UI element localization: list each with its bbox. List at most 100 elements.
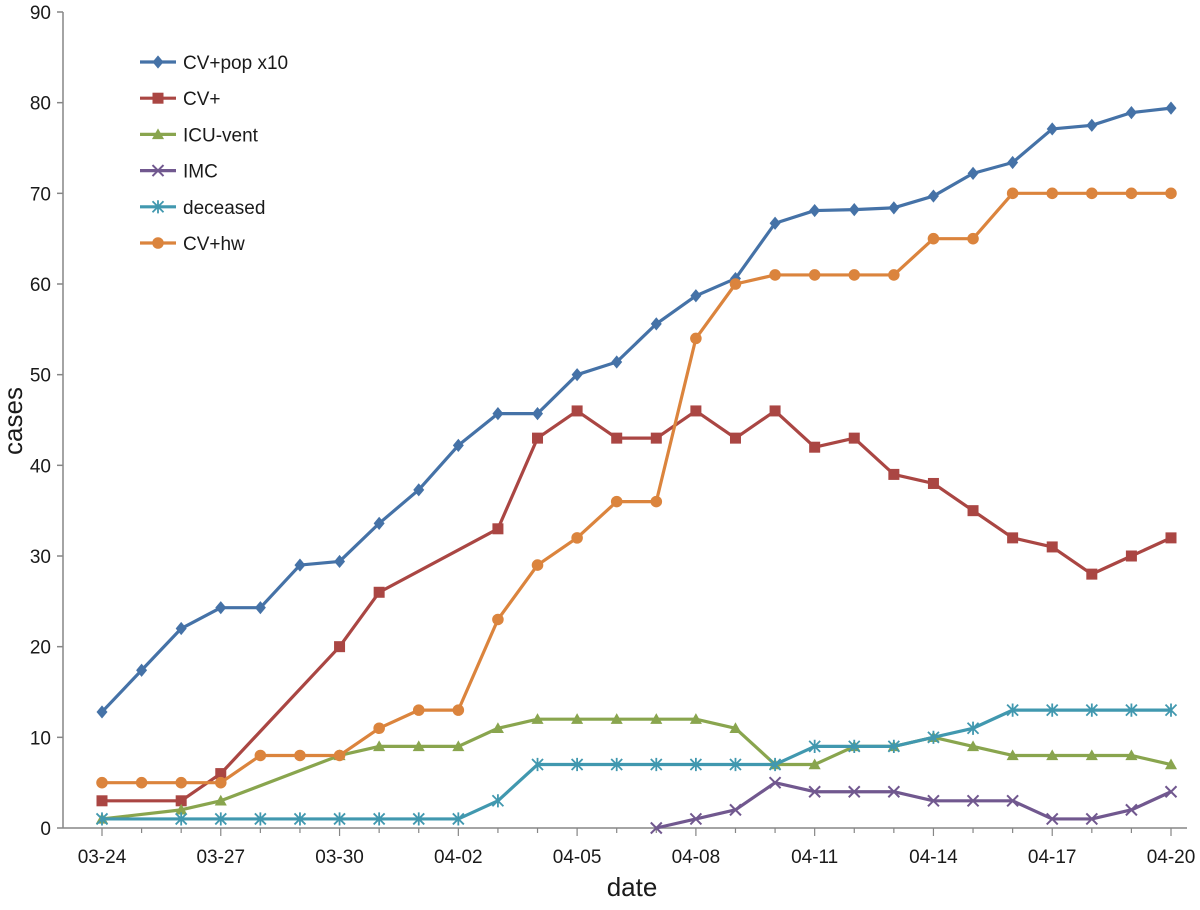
series-line: [100, 106, 1172, 714]
data-point: [769, 269, 781, 281]
legend-entry: CV+: [140, 89, 221, 110]
data-point: [531, 757, 544, 772]
x-tick-label: 04-20: [1147, 847, 1196, 868]
data-point: [610, 495, 623, 508]
x-tick-label: 04-14: [909, 847, 958, 868]
data-point: [96, 776, 108, 789]
data-point: [927, 232, 940, 245]
data-point: [175, 812, 188, 826]
data-point: [254, 749, 267, 762]
y-tick-label: 40: [30, 456, 51, 477]
data-point: [1165, 187, 1177, 200]
data-point: [809, 203, 821, 218]
data-point: [1046, 122, 1058, 136]
y-tick-label: 70: [30, 184, 51, 205]
series-imc: [650, 776, 1178, 835]
data-point: [729, 757, 742, 772]
data-point: [96, 705, 108, 719]
data-point: [927, 730, 940, 744]
data-point: [1046, 541, 1058, 553]
data-point: [175, 795, 187, 807]
legend-label: deceased: [183, 198, 265, 219]
data-point: [491, 794, 505, 808]
data-point: [571, 713, 584, 724]
data-point: [373, 516, 385, 530]
data-point: [848, 739, 861, 753]
data-point: [690, 405, 702, 417]
data-point: [452, 704, 465, 716]
data-point: [650, 317, 662, 331]
data-point: [135, 776, 148, 789]
data-point: [690, 289, 702, 303]
data-point: [152, 92, 164, 104]
data-point: [1125, 703, 1138, 717]
legend-entry: ICU-vent: [140, 125, 259, 146]
data-point: [1006, 749, 1019, 761]
y-tick-label: 90: [30, 3, 51, 24]
data-point: [175, 621, 187, 636]
legend-label: CV+: [183, 89, 221, 110]
data-point: [412, 812, 425, 826]
data-point: [293, 812, 307, 826]
data-point: [848, 203, 860, 217]
data-point: [492, 407, 504, 421]
data-point: [610, 757, 623, 772]
legend-entry: deceased: [140, 198, 265, 219]
data-point: [294, 749, 306, 762]
data-point: [571, 405, 583, 417]
data-point: [214, 812, 227, 826]
data-point: [610, 713, 623, 724]
data-point: [1165, 532, 1177, 544]
data-point: [808, 739, 821, 753]
series-line: [102, 191, 1171, 785]
data-point: [848, 785, 861, 798]
data-point: [888, 468, 900, 480]
data-point: [373, 812, 386, 826]
data-point: [151, 164, 165, 177]
data-point: [215, 768, 227, 780]
data-point: [887, 739, 900, 753]
data-point: [1046, 812, 1059, 826]
data-point: [848, 432, 860, 444]
data-point: [215, 776, 227, 789]
data-point: [175, 776, 187, 789]
data-point: [729, 803, 742, 817]
data-point: [373, 740, 386, 752]
data-point: [650, 821, 663, 835]
x-tick-label: 04-11: [791, 847, 838, 868]
series-line: [655, 781, 1172, 830]
data-point: [927, 189, 939, 203]
data-point: [611, 432, 623, 444]
data-point: [334, 554, 346, 569]
data-point: [214, 794, 227, 806]
series-icu-vent: [95, 713, 1178, 824]
data-point: [413, 483, 425, 497]
data-point: [1125, 749, 1138, 761]
data-point: [768, 757, 782, 772]
data-point: [571, 368, 583, 382]
data-point: [848, 269, 861, 281]
data-point: [531, 713, 544, 724]
data-point: [1046, 187, 1058, 200]
series-cv: [96, 405, 1177, 807]
data-point: [650, 757, 663, 772]
data-point: [1006, 187, 1019, 200]
x-tick-label: 03-27: [196, 847, 245, 868]
data-point: [532, 407, 544, 421]
data-point: [1164, 758, 1178, 770]
data-point: [215, 601, 227, 615]
data-point: [373, 722, 385, 735]
data-point: [808, 758, 821, 770]
data-point: [927, 477, 939, 489]
data-point: [966, 721, 980, 735]
x-tick-label: 04-08: [672, 847, 721, 868]
data-point: [769, 405, 781, 417]
x-tick-label: 03-30: [315, 847, 364, 868]
data-point: [808, 785, 821, 798]
data-point: [1006, 703, 1019, 717]
series-layer: [95, 101, 1178, 835]
legend-label: IMC: [183, 162, 218, 183]
data-point: [769, 216, 781, 230]
data-point: [809, 441, 821, 453]
data-point: [492, 613, 504, 626]
